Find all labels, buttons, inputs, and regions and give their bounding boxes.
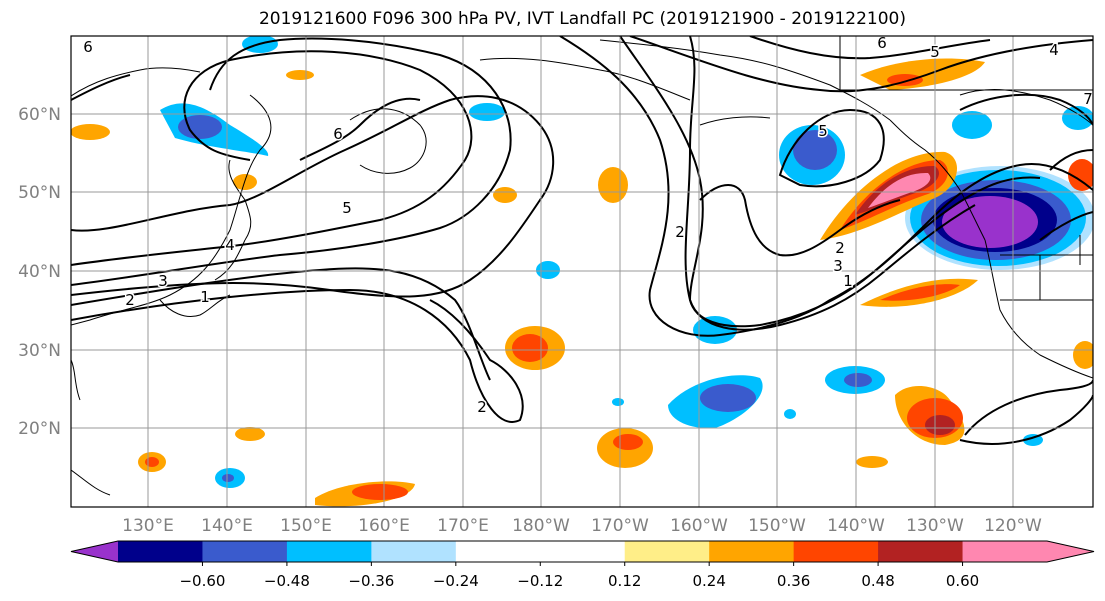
colorbar-swatch: [540, 541, 626, 562]
contour-label: 4: [1049, 41, 1059, 59]
colorbar-swatch: [878, 541, 964, 562]
lon-label: 170°E: [437, 516, 489, 536]
colorbar-label: −0.12: [517, 572, 563, 590]
lon-label: 170°W: [591, 516, 649, 536]
lon-label: 180°W: [512, 516, 570, 536]
contour-label: 1: [200, 288, 210, 306]
lon-label: 120°W: [984, 516, 1042, 536]
colorbar-swatch: [118, 541, 203, 562]
map-frame: [70, 35, 1094, 508]
gridlines: [71, 36, 1093, 507]
lat-label: 20°N: [18, 419, 61, 439]
contour-label: 3: [833, 257, 843, 275]
colorbar-label: 0.36: [777, 572, 810, 590]
lon-labels: 130°E 140°E 150°E 160°E 170°E 180°W 170°…: [122, 516, 1042, 536]
colorbar-label: 0.48: [861, 572, 894, 590]
colorbar-swatch: [371, 541, 457, 562]
colorbar-swatch: [455, 541, 541, 562]
colorbar-label: 0.12: [608, 572, 641, 590]
contour-label: 6: [83, 38, 93, 56]
colorbar-label: −0.48: [264, 572, 310, 590]
map-title: 2019121600 F096 300 hPa PV, IVT Landfall…: [258, 9, 906, 29]
colorbar-label: −0.24: [433, 572, 479, 590]
colorbar: −0.60 −0.48 −0.36 −0.24 −0.12 0.12 0.24 0.36 0.4…: [70, 540, 1095, 590]
lat-label: 30°N: [18, 341, 61, 361]
contour-label: 4: [225, 236, 235, 254]
colorbar-label: −0.36: [348, 572, 394, 590]
pv-contours: [71, 36, 1093, 445]
lon-label: 130°W: [906, 516, 964, 536]
lon-label: 140°E: [201, 516, 253, 536]
lat-label: 50°N: [18, 183, 61, 203]
contour-label: 7: [1083, 90, 1093, 108]
contour-label: 2: [835, 239, 845, 257]
lat-label: 60°N: [18, 105, 61, 125]
colorbar-label: 0.60: [946, 572, 979, 590]
colorbar-label: 0.24: [692, 572, 725, 590]
colorbar-swatch: [709, 541, 795, 562]
coastlines: [71, 36, 1093, 496]
colorbar-swatch: [624, 541, 710, 562]
lon-label: 160°W: [670, 516, 728, 536]
lat-label: 40°N: [18, 262, 61, 282]
colorbar-extend-high: [1047, 541, 1094, 562]
colorbar-outline: [70, 540, 1095, 563]
colorbar-extend-low: [71, 541, 118, 562]
colorbar-swatch: [202, 541, 288, 562]
contour-label: 3: [158, 272, 168, 290]
contour-label: 1: [843, 272, 853, 290]
contour-label: 6: [333, 125, 343, 143]
contour-label-group: 6 5 4 3 2 1 2 2 5 6 5 4 3 2 1 7 6: [82, 34, 1093, 418]
contour-label: 2: [125, 291, 135, 309]
lon-label: 140°W: [827, 516, 885, 536]
colorbar-swatch: [286, 541, 372, 562]
contour-label: 2: [477, 398, 487, 416]
contour-label: 5: [818, 122, 828, 140]
colorbar-label: −0.60: [179, 572, 225, 590]
contour-label: 6: [877, 34, 887, 52]
colorbar-swatch: [793, 541, 879, 562]
lon-label: 130°E: [122, 516, 174, 536]
contour-label: 5: [930, 43, 940, 61]
lat-labels: 60°N 50°N 40°N 30°N 20°N: [18, 105, 61, 439]
lon-label: 150°W: [748, 516, 806, 536]
lon-label: 150°E: [280, 516, 332, 536]
contour-label: 2: [675, 223, 685, 241]
lon-label: 160°E: [358, 516, 410, 536]
colorbar-swatch: [962, 541, 1048, 562]
plot-area: 6 5 4 3 2 1 2 2 5 6 5 4 3 2 1 7 6: [70, 34, 1094, 508]
contour-label: 5: [342, 199, 352, 217]
